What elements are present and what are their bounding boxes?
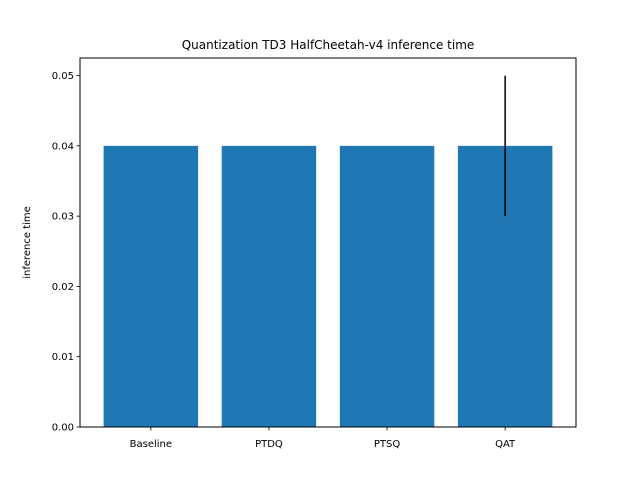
x-tick-label: PTSQ (374, 439, 400, 450)
y-tick-label: 0.02 (52, 282, 74, 293)
y-tick-label: 0.01 (52, 352, 74, 363)
bar-ptdq (221, 145, 317, 427)
bar-ptsq (339, 145, 435, 427)
x-tick-label: PTDQ (255, 439, 283, 450)
y-tick-label: 0.03 (52, 212, 74, 223)
y-tick-label: 0.05 (52, 71, 74, 82)
x-tick-label: QAT (495, 439, 516, 450)
plot-area: 0.00 0.01 0.02 0.03 0.04 0.05 Baseline PTDQ PTSQ… (52, 71, 553, 450)
chart-title: Quantization TD3 HalfCheetah-v4 inferenc… (182, 38, 475, 52)
x-tick-label: Baseline (130, 439, 172, 450)
y-axis-label: inference time (22, 206, 33, 279)
y-tick-label: 0.04 (52, 141, 74, 152)
axes-frame (79, 57, 577, 428)
y-tick-label: 0.00 (52, 423, 74, 434)
bar-baseline (103, 145, 199, 427)
